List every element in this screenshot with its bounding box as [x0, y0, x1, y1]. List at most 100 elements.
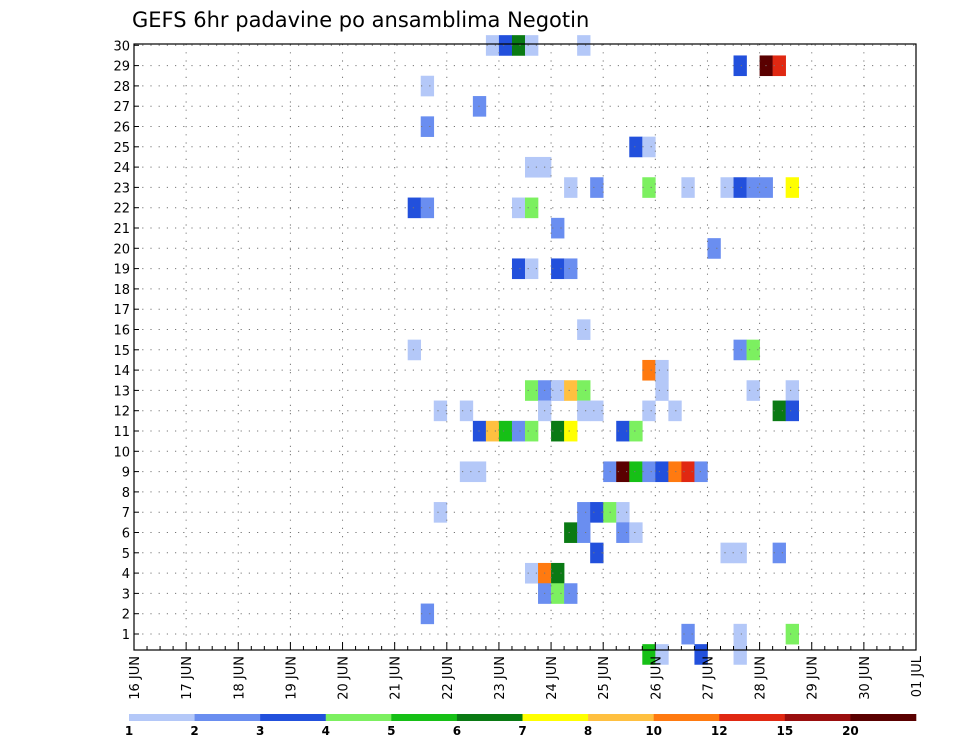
heatmap-cell — [525, 420, 539, 442]
y-tick-label: 13 — [113, 384, 130, 399]
heatmap-cell — [511, 35, 526, 56]
heatmap-cell — [746, 177, 760, 198]
x-tick-label: 21 JUN — [389, 656, 404, 700]
x-tick-label: 19 JUN — [284, 656, 299, 700]
heatmap-cell — [577, 522, 591, 543]
heatmap-cell — [720, 542, 734, 564]
heatmap-cell — [525, 35, 539, 56]
y-tick-label: 12 — [113, 405, 130, 420]
x-tick-label: 27 JUN — [701, 656, 716, 700]
colorbar-swatch — [850, 714, 917, 721]
colorbar-swatch — [325, 714, 392, 721]
heatmap-cell — [616, 502, 630, 523]
heatmap-cell — [681, 461, 695, 483]
heatmap-cell — [525, 156, 539, 178]
colorbar-label: 12 — [711, 724, 728, 738]
heatmap-cell — [629, 136, 643, 158]
heatmap-cell — [681, 177, 695, 198]
colorbar-swatch — [653, 714, 720, 721]
heatmap-cell — [525, 258, 539, 280]
heatmap-cell — [420, 75, 435, 97]
colorbar-label: 5 — [387, 724, 395, 738]
heatmap-cell — [616, 461, 630, 483]
heatmap-cell — [629, 420, 643, 442]
y-tick-label: 24 — [113, 161, 130, 176]
heatmap-cell — [629, 461, 643, 483]
x-tick-label: 24 JUN — [545, 656, 560, 700]
colorbar-label: 2 — [190, 724, 198, 738]
colorbar-label: 7 — [518, 724, 526, 738]
heatmap-cell — [694, 644, 708, 665]
heatmap-cell — [577, 400, 591, 422]
colorbar-swatch — [522, 714, 589, 721]
heatmap-cell — [564, 420, 578, 442]
x-tick-label: 28 JUN — [754, 656, 769, 700]
colorbar-label: 8 — [584, 724, 592, 738]
colorbar-label: 3 — [256, 724, 264, 738]
colorbar-swatch — [260, 714, 327, 721]
y-tick-label: 19 — [113, 263, 130, 278]
heatmap-cell — [616, 522, 630, 543]
x-tick-label: 22 JUN — [441, 656, 456, 700]
y-tick-label: 21 — [113, 222, 130, 237]
heatmap-cell — [551, 217, 565, 239]
heatmap-cell — [642, 400, 656, 422]
heatmap-cell — [577, 502, 591, 523]
heatmap-cell — [564, 522, 578, 543]
heatmap-cell — [498, 35, 513, 56]
heatmap-cell — [642, 359, 656, 381]
heatmap-cell — [551, 420, 565, 442]
y-tick-label: 26 — [113, 121, 130, 136]
heatmap-cell — [785, 177, 799, 198]
y-tick-label: 14 — [113, 364, 130, 379]
heatmap-cell — [772, 55, 786, 77]
colorbar-swatch — [719, 714, 786, 721]
y-tick-label: 18 — [113, 283, 130, 298]
heatmap-cell — [577, 35, 591, 56]
heatmap-cell — [420, 197, 435, 219]
heatmap-cell — [733, 339, 747, 361]
y-tick-label: 5 — [122, 547, 130, 562]
y-tick-label: 6 — [122, 527, 130, 542]
x-tick-label: 26 JUN — [649, 656, 664, 700]
heatmap-cell — [655, 461, 669, 483]
x-tick-label: 18 JUN — [232, 656, 247, 700]
x-axis: 16 JUN 17 JUN 18 JUN 19 JUN 20 JUN 21 JUN 22 J… — [128, 642, 925, 700]
y-tick-label: 16 — [113, 324, 130, 339]
heatmap-cell — [590, 400, 604, 422]
y-tick-label: 23 — [113, 181, 130, 196]
y-tick-label: 10 — [113, 445, 130, 460]
heatmap-cell — [733, 55, 747, 77]
heatmap-cell — [459, 400, 474, 422]
y-tick-label: 17 — [113, 303, 130, 318]
heatmap-cell — [525, 380, 539, 401]
y-tick-label: 27 — [113, 100, 130, 115]
heatmap-cell — [551, 380, 565, 401]
colorbar-swatch — [784, 714, 851, 721]
heatmap-cell — [785, 623, 799, 645]
heatmap-cell — [420, 603, 435, 625]
heatmap-cell — [668, 400, 682, 422]
heatmap-cell — [564, 583, 578, 604]
heatmap-cell — [577, 319, 591, 340]
y-tick-label: 28 — [113, 80, 130, 95]
heatmap-cell — [733, 644, 747, 665]
colorbar-swatch — [456, 714, 523, 721]
chart-title: GEFS 6hr padavine po ansamblima Negotin — [132, 8, 589, 32]
heatmap-cell — [720, 177, 734, 198]
heatmap-cell — [564, 258, 578, 280]
heatmap-cell — [772, 542, 786, 564]
heatmap-cell — [707, 238, 721, 259]
heatmap-cell — [433, 400, 448, 422]
heatmap-cell — [551, 258, 565, 280]
heatmap-cell — [733, 623, 747, 645]
heatmap-cell — [590, 502, 604, 523]
heatmap-cell — [511, 420, 526, 442]
colorbar-label: 15 — [776, 724, 793, 738]
y-tick-label: 20 — [113, 242, 130, 257]
x-tick-label: 25 JUN — [597, 656, 612, 700]
y-tick-label: 8 — [122, 486, 130, 501]
y-tick-label: 25 — [113, 141, 130, 156]
x-tick-label: 01 JUL — [910, 655, 925, 697]
